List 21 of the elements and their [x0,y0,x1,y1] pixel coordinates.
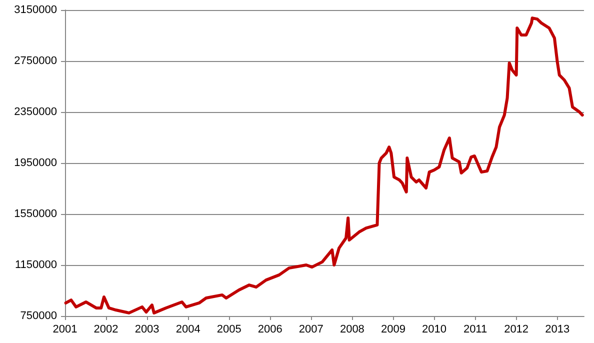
x-tick-label: 2011 [463,324,488,336]
y-tick-label: 3150000 [14,4,57,16]
x-tick-label: 2003 [134,324,160,336]
x-tick-label: 2009 [380,324,406,336]
y-tick-label: 2750000 [14,55,57,67]
y-tick-label: 750000 [20,310,57,322]
x-tick-label: 2012 [504,324,529,336]
x-tick-label: 2010 [422,324,446,336]
y-tick-label: 1950000 [14,157,57,169]
line-series [64,16,584,314]
x-tick-label: 2006 [258,324,282,336]
y-tick-label: 1550000 [14,208,57,220]
y-tick-label: 1150000 [14,259,57,271]
x-tick-label: 2005 [216,324,242,336]
x-tick-label: 2007 [298,324,324,336]
x-tick-label: 2004 [176,324,200,336]
x-tick-label: 2001 [52,324,78,336]
x-tick-label: 2008 [340,324,364,336]
x-tick-label: 2013 [545,324,570,336]
x-tick-label: 2002 [94,324,118,336]
y-tick-label: 2350000 [14,106,57,118]
